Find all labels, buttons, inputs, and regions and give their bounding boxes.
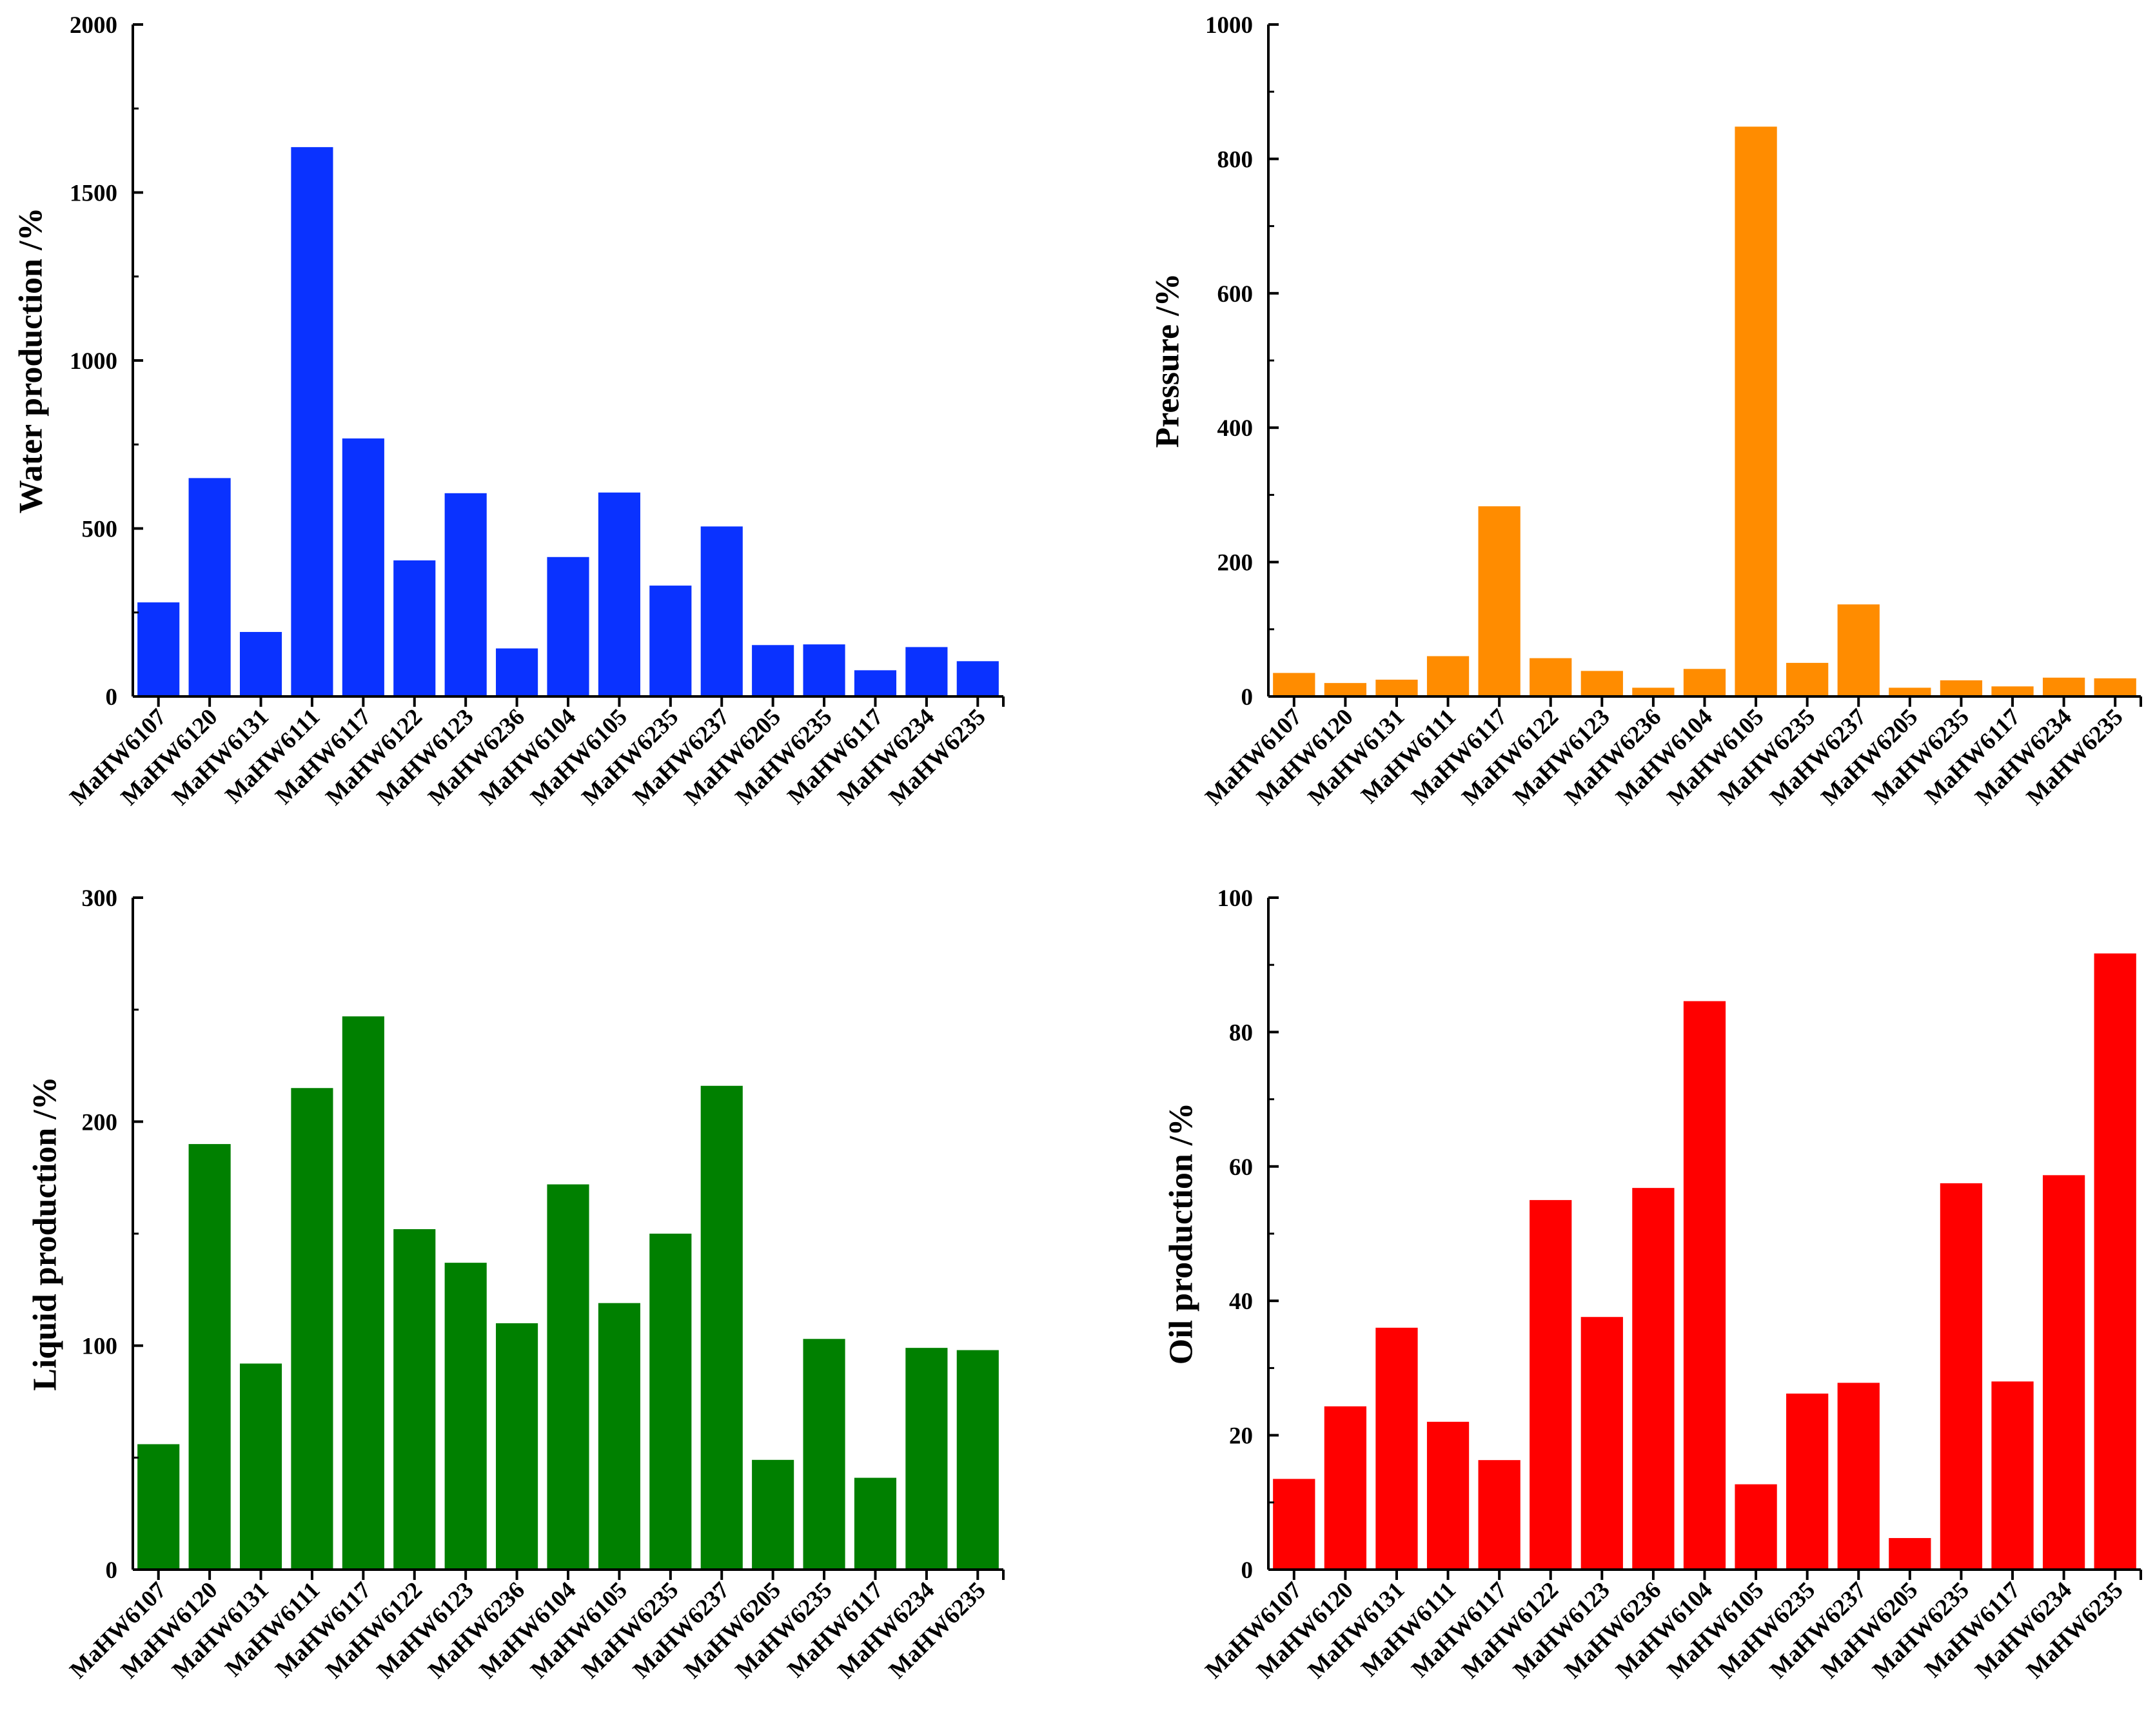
bar-water-13 [803, 644, 845, 696]
bar-pressure-0 [1273, 673, 1315, 696]
y-tick-label: 500 [82, 517, 118, 543]
bar-oil-3 [1426, 1421, 1470, 1570]
bar-water-12 [752, 645, 794, 696]
bar-water-7 [496, 648, 538, 696]
bar-water-14 [854, 670, 897, 696]
pressure-panel: 02004006008001000MaHW6107MaHW6120MaHW613… [1150, 12, 2142, 811]
bar-water-3 [291, 147, 333, 696]
bar-liquid-9 [598, 1303, 640, 1570]
bar-liquid-2 [239, 1363, 282, 1570]
bar-water-10 [649, 586, 692, 696]
y-tick-label: 60 [1229, 1154, 1253, 1181]
bar-water-2 [239, 631, 282, 696]
bar-pressure-10 [1786, 662, 1829, 696]
bar-liquid-7 [496, 1323, 538, 1570]
bar-pressure-8 [1683, 669, 1726, 696]
bar-pressure-9 [1735, 126, 1777, 696]
bar-pressure-6 [1580, 671, 1623, 696]
bar-oil-9 [1735, 1484, 1777, 1570]
bar-pressure-11 [1837, 604, 1880, 696]
bar-oil-1 [1324, 1406, 1367, 1570]
bar-liquid-5 [393, 1229, 436, 1570]
bar-pressure-14 [1991, 686, 2034, 696]
bar-liquid-14 [854, 1477, 897, 1570]
y-axis-title: Liquid production /% [27, 1076, 64, 1390]
y-tick-label: 800 [1217, 146, 1254, 173]
y-tick-label: 200 [82, 1109, 118, 1136]
bar-liquid-10 [649, 1234, 692, 1570]
y-tick-label: 200 [1217, 550, 1254, 577]
bar-liquid-3 [291, 1088, 333, 1570]
bar-liquid-6 [444, 1263, 487, 1570]
y-axis-title: Oil production /% [1163, 1103, 1200, 1365]
bar-pressure-4 [1478, 506, 1520, 696]
bar-oil-7 [1632, 1188, 1675, 1570]
bar-water-5 [393, 560, 436, 696]
bar-oil-6 [1580, 1317, 1623, 1570]
bar-pressure-1 [1324, 683, 1367, 696]
bar-oil-8 [1683, 1001, 1726, 1570]
bar-water-4 [342, 438, 384, 696]
bar-oil-11 [1837, 1383, 1880, 1570]
y-tick-label: 100 [1217, 885, 1254, 912]
liquid-production-panel: 0100200300MaHW6107MaHW6120MaHW6131MaHW61… [27, 885, 1005, 1684]
bar-pressure-13 [1940, 680, 1983, 696]
y-axis-title: Pressure /% [1150, 273, 1186, 448]
y-tick-label: 1500 [70, 181, 117, 207]
bar-pressure-12 [1889, 687, 1931, 696]
y-tick-label: 300 [82, 885, 118, 912]
y-tick-label: 0 [1241, 1557, 1254, 1584]
bar-water-11 [700, 526, 743, 696]
oil-production-panel: 020406080100MaHW6107MaHW6120MaHW6131MaHW… [1163, 885, 2142, 1684]
y-tick-label: 2000 [70, 12, 117, 39]
y-tick-label: 100 [82, 1334, 118, 1360]
bar-oil-0 [1273, 1479, 1315, 1570]
bar-pressure-16 [2094, 678, 2136, 696]
bar-water-0 [137, 602, 180, 696]
y-tick-label: 1000 [1205, 12, 1253, 39]
bar-water-9 [598, 492, 640, 696]
y-tick-label: 0 [106, 1557, 118, 1584]
bar-oil-14 [1991, 1381, 2034, 1570]
y-tick-label: 40 [1229, 1288, 1253, 1315]
water-production-panel: 0500100015002000MaHW6107MaHW6120MaHW6131… [13, 12, 1005, 811]
y-tick-label: 0 [1241, 684, 1254, 711]
bar-oil-15 [2042, 1175, 2085, 1570]
bar-pressure-7 [1632, 687, 1675, 696]
bar-oil-16 [2094, 953, 2136, 1570]
bar-pressure-15 [2042, 677, 2085, 696]
bar-liquid-15 [905, 1348, 948, 1570]
bar-oil-13 [1940, 1183, 1983, 1570]
bar-liquid-13 [803, 1339, 845, 1570]
bar-liquid-16 [956, 1350, 999, 1570]
bar-oil-2 [1375, 1327, 1418, 1570]
bar-water-15 [905, 647, 948, 696]
bar-oil-5 [1530, 1199, 1572, 1570]
bar-pressure-3 [1426, 656, 1470, 696]
bar-water-16 [956, 661, 999, 696]
y-tick-label: 600 [1217, 281, 1254, 308]
bar-liquid-8 [547, 1184, 589, 1570]
bar-water-1 [188, 478, 231, 696]
bar-oil-12 [1889, 1538, 1931, 1570]
y-tick-label: 400 [1217, 415, 1254, 442]
bar-pressure-2 [1375, 679, 1418, 696]
bar-oil-10 [1786, 1394, 1829, 1570]
bar-liquid-12 [752, 1459, 794, 1570]
bar-liquid-11 [700, 1085, 743, 1570]
y-tick-label: 0 [106, 684, 118, 711]
y-tick-label: 20 [1229, 1423, 1253, 1450]
y-tick-label: 1000 [70, 348, 117, 375]
bar-water-8 [547, 557, 589, 696]
bar-water-6 [444, 493, 487, 696]
bar-pressure-5 [1530, 658, 1572, 696]
y-tick-label: 80 [1229, 1020, 1253, 1046]
bar-liquid-0 [137, 1444, 180, 1570]
bar-liquid-4 [342, 1016, 384, 1570]
bar-liquid-1 [188, 1144, 231, 1570]
y-axis-title: Water production /% [13, 208, 50, 514]
bar-oil-4 [1478, 1460, 1520, 1570]
